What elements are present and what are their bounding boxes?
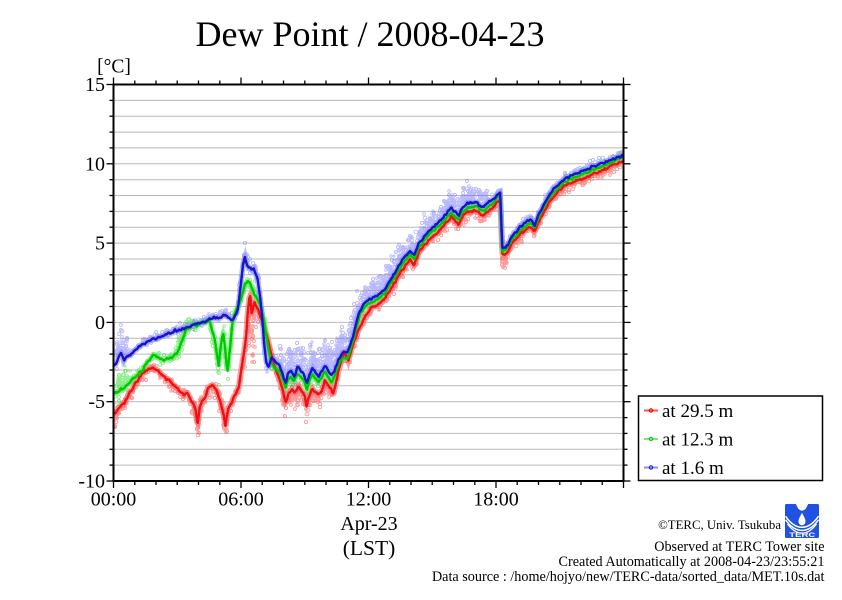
svg-text:0: 0 [95, 312, 105, 334]
svg-text:(LST): (LST) [343, 536, 396, 560]
svg-text:12:00: 12:00 [346, 489, 392, 511]
svg-text:Observed at TERC Tower site: Observed at TERC Tower site [654, 539, 824, 555]
svg-text:[°C]: [°C] [97, 57, 131, 78]
svg-text:Data source : /home/hojyo/new/: Data source : /home/hojyo/new/TERC-data/… [432, 569, 825, 585]
svg-text:10: 10 [85, 153, 105, 175]
svg-text:Dew Point / 2008-04-23: Dew Point / 2008-04-23 [196, 14, 545, 54]
svg-text:06:00: 06:00 [218, 489, 264, 511]
svg-text:at 12.3 m: at 12.3 m [662, 430, 733, 451]
svg-text:Apr-23: Apr-23 [340, 513, 397, 535]
svg-text:18:00: 18:00 [473, 489, 519, 511]
svg-text:-5: -5 [88, 391, 105, 413]
svg-text:at 29.5 m: at 29.5 m [662, 401, 733, 422]
svg-text:5: 5 [95, 233, 105, 255]
svg-text:TERC: TERC [789, 532, 815, 539]
svg-text:©TERC, Univ. Tsukuba: ©TERC, Univ. Tsukuba [658, 518, 781, 532]
svg-text:Created Automatically at 2008-: Created Automatically at 2008-04-23/23:5… [559, 554, 825, 570]
svg-text:00:00: 00:00 [91, 489, 137, 511]
svg-text:at 1.6 m: at 1.6 m [662, 458, 724, 479]
